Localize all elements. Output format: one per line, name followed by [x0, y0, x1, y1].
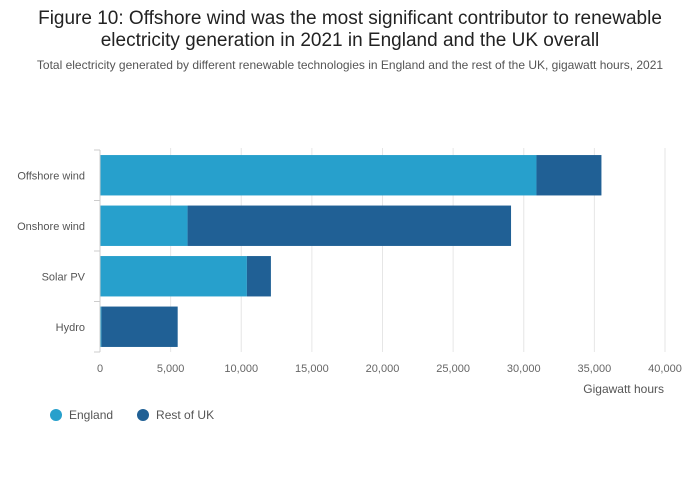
legend-label-rest-of-uk: Rest of UK	[156, 408, 215, 422]
x-tick-label: 5,000	[157, 363, 185, 375]
axes: 0 5,000 10,000 15,000 20,000 25,000 30,000 35,0…	[17, 149, 682, 375]
legend-swatch-england	[50, 409, 62, 421]
bar-rest-of-uk[interactable]	[101, 306, 178, 347]
x-tick-label: 30,000	[507, 363, 541, 375]
legend-item-england[interactable]: England	[50, 408, 113, 422]
legend-label-england: England	[69, 408, 114, 422]
category-label: Solar PV	[42, 271, 86, 283]
legend-swatch-rest-of-uk	[137, 409, 150, 421]
chart-subtitle: Total electricity generated by different…	[36, 58, 664, 72]
legend-item-rest-of-uk[interactable]: Rest of UK	[137, 408, 214, 422]
bars	[100, 155, 602, 347]
x-tick-label: 15,000	[295, 363, 329, 375]
x-tick-label: 0	[97, 363, 103, 375]
x-tick-label: 20,000	[366, 363, 400, 375]
x-tick-label: 35,000	[578, 363, 612, 375]
bar-england[interactable]	[100, 256, 247, 297]
bar-england[interactable]	[100, 155, 537, 196]
bar-rest-of-uk[interactable]	[246, 256, 271, 297]
category-label: Onshore wind	[17, 221, 85, 233]
category-label: Hydro	[56, 322, 85, 334]
bar-england[interactable]	[100, 306, 102, 347]
category-label: Offshore wind	[17, 170, 85, 182]
x-axis-title: Gigawatt hours	[583, 382, 664, 396]
x-tick-label: 40,000	[648, 363, 682, 375]
x-tick-label: 25,000	[436, 363, 470, 375]
bar-rest-of-uk[interactable]	[536, 155, 602, 196]
x-tick-label: 10,000	[224, 363, 258, 375]
chart-title: Figure 10: Offshore wind was the most si…	[38, 8, 662, 51]
bar-rest-of-uk[interactable]	[187, 205, 512, 246]
legend: England Rest of UK	[50, 408, 214, 422]
bar-england[interactable]	[100, 205, 188, 246]
